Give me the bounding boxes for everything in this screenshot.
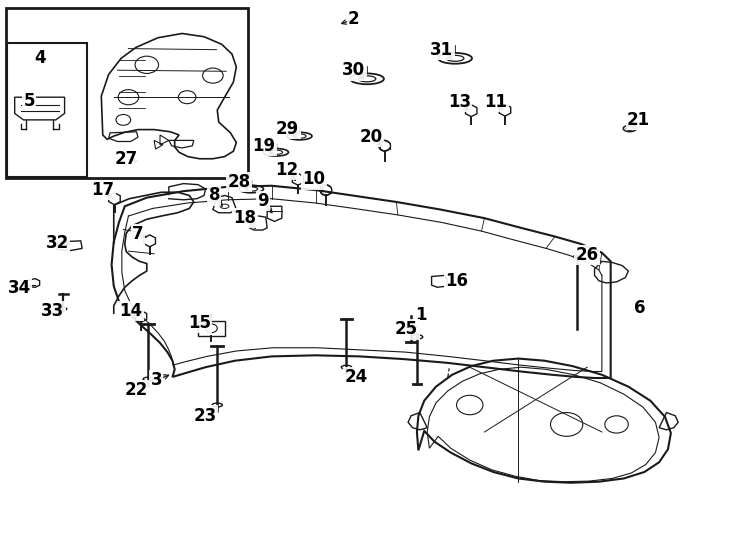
- Text: 5: 5: [23, 92, 35, 110]
- Text: 4: 4: [34, 49, 46, 67]
- Text: 17: 17: [91, 181, 115, 199]
- Text: 30: 30: [342, 61, 366, 79]
- Text: 2: 2: [348, 10, 360, 29]
- Text: 29: 29: [276, 119, 299, 138]
- Text: 11: 11: [484, 92, 508, 111]
- Text: 10: 10: [302, 170, 326, 188]
- Ellipse shape: [623, 125, 636, 132]
- Text: 34: 34: [7, 279, 31, 298]
- Text: 14: 14: [119, 302, 142, 320]
- Bar: [7, 43, 87, 177]
- Text: 31: 31: [430, 40, 454, 59]
- Text: 18: 18: [233, 209, 257, 227]
- Text: 8: 8: [208, 186, 220, 205]
- Text: 7: 7: [132, 225, 144, 244]
- Text: 27: 27: [115, 150, 138, 168]
- Text: 16: 16: [445, 272, 468, 290]
- Text: 9: 9: [257, 192, 269, 210]
- Text: 6: 6: [634, 299, 646, 317]
- Polygon shape: [15, 97, 65, 120]
- Text: 32: 32: [46, 234, 69, 252]
- Text: 13: 13: [448, 92, 471, 111]
- Text: 20: 20: [360, 128, 383, 146]
- Text: 33: 33: [41, 302, 65, 320]
- Text: 3: 3: [150, 371, 162, 389]
- Text: 23: 23: [194, 407, 217, 425]
- Bar: [7, 43, 87, 177]
- Text: 1: 1: [415, 306, 427, 325]
- Text: 26: 26: [575, 246, 599, 264]
- Text: 12: 12: [275, 160, 298, 179]
- Text: 19: 19: [252, 137, 276, 155]
- Text: 21: 21: [627, 111, 650, 129]
- Text: 22: 22: [125, 381, 148, 399]
- Text: 15: 15: [188, 314, 211, 332]
- Bar: [6, 8, 248, 178]
- Text: 28: 28: [228, 173, 251, 191]
- Bar: [6, 8, 248, 178]
- Text: 25: 25: [395, 320, 418, 339]
- Polygon shape: [101, 33, 236, 159]
- Text: 24: 24: [344, 368, 368, 386]
